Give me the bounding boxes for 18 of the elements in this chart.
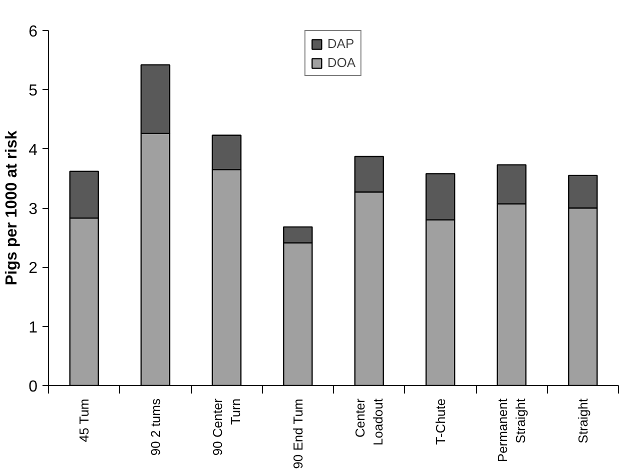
x-tick-label: 90 Center Turn bbox=[210, 398, 244, 456]
x-tick-label: 45 Tum bbox=[76, 398, 92, 442]
x-tick-label: T-Chute bbox=[432, 398, 448, 445]
x-tick-label: Center Loadout bbox=[352, 398, 386, 446]
y-tick-label: 3 bbox=[28, 201, 38, 218]
y-axis-title: Pigs per 1000 at risk bbox=[4, 130, 21, 286]
y-tick-label: 1 bbox=[28, 319, 38, 336]
y-tick-label: 6 bbox=[28, 24, 38, 40]
x-tick-label: 90 End Tum bbox=[290, 398, 306, 469]
y-tick-label: 4 bbox=[28, 142, 38, 159]
y-tick-label: 0 bbox=[28, 378, 38, 396]
y-tick-label: 2 bbox=[28, 260, 38, 278]
y-tick-label: 5 bbox=[28, 82, 38, 100]
x-tick-label: Permanent Straight bbox=[495, 398, 528, 462]
x-tick-label: 90 2 tums bbox=[148, 398, 163, 456]
x-tick-label: Straight bbox=[575, 398, 590, 444]
legend-label: DAP bbox=[327, 36, 354, 51]
legend-label: DOA bbox=[327, 55, 356, 70]
